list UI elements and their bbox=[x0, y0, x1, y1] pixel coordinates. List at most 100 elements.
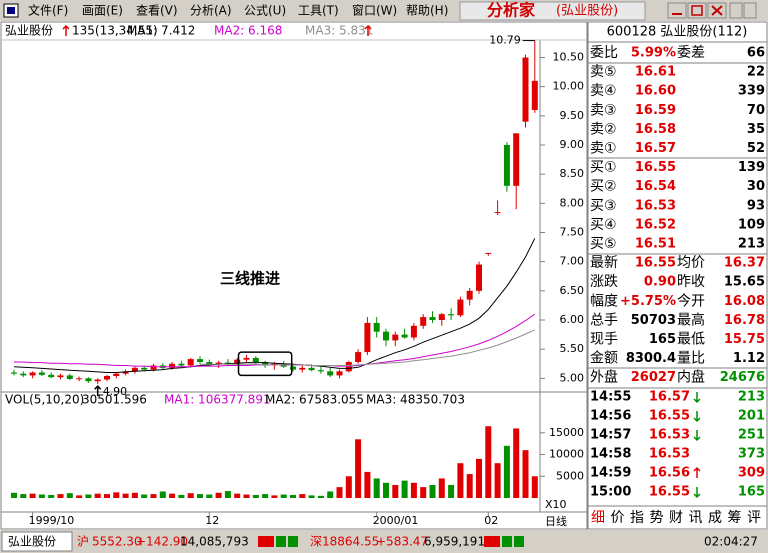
quote-label: 涨跌 bbox=[590, 274, 618, 290]
quote-label: 金额 bbox=[590, 351, 618, 367]
quote-value: 109 bbox=[738, 217, 765, 232]
window-buttons[interactable] bbox=[667, 2, 757, 19]
volume-bar bbox=[57, 494, 64, 498]
candle-body bbox=[262, 362, 269, 366]
menu-item[interactable]: 分析(A) bbox=[190, 4, 232, 18]
quote-label: 卖④ bbox=[590, 83, 617, 99]
quote-label: 内盘 bbox=[677, 369, 705, 386]
status-stock-box[interactable] bbox=[1, 531, 73, 552]
volume-bar bbox=[187, 493, 194, 498]
candle-body bbox=[243, 357, 250, 360]
quote-value: 52 bbox=[747, 141, 765, 156]
candle-body bbox=[187, 359, 194, 366]
candle-body bbox=[141, 367, 148, 370]
candle-body bbox=[48, 374, 55, 378]
y-tick-label: 6.00 bbox=[560, 313, 585, 326]
volume-bar bbox=[234, 493, 241, 498]
panel-tab[interactable]: 细 bbox=[591, 510, 605, 526]
candle-body bbox=[513, 133, 520, 186]
menu-item[interactable]: 文件(F) bbox=[28, 3, 68, 18]
quote-value: 16.60 bbox=[635, 84, 676, 99]
volume-bar bbox=[317, 495, 324, 498]
quote-value: 16.54 bbox=[635, 179, 676, 194]
volume-bar bbox=[262, 494, 269, 498]
candle-body bbox=[66, 375, 73, 379]
volume-bar bbox=[401, 480, 408, 498]
quote-value: 213 bbox=[738, 237, 765, 252]
volume-bar bbox=[271, 495, 278, 498]
workspace bbox=[0, 21, 768, 530]
menu-item[interactable]: 查看(V) bbox=[136, 4, 178, 18]
candle-body bbox=[531, 80, 538, 110]
volume-unit: X10 bbox=[545, 498, 567, 511]
y-tick-label: 6.50 bbox=[560, 284, 585, 297]
volume-ma-label: MA1: 106377.891 bbox=[164, 393, 271, 407]
panel-tab[interactable]: 成 bbox=[708, 510, 722, 526]
candle-body bbox=[494, 212, 501, 214]
volume-bar bbox=[476, 458, 482, 498]
panel-tab[interactable]: 财 bbox=[669, 510, 683, 526]
candle-body bbox=[317, 370, 324, 372]
menu-item[interactable]: 窗口(W) bbox=[352, 4, 397, 18]
volume-bar bbox=[252, 494, 259, 498]
volume-bar bbox=[104, 494, 110, 498]
y-tick-label: 10.50 bbox=[553, 51, 585, 64]
chart-frame bbox=[0, 21, 588, 530]
minimize-button[interactable] bbox=[667, 2, 687, 19]
menu-item[interactable]: 公式(U) bbox=[244, 4, 286, 18]
volume-title: VOL(5,10,20) bbox=[5, 393, 84, 407]
market-change: +142.90 bbox=[136, 535, 188, 549]
quote-value: 24676 bbox=[720, 370, 765, 385]
quote-label: 卖③ bbox=[590, 102, 617, 118]
market-change: +583.47 bbox=[376, 535, 428, 549]
candle-body bbox=[169, 363, 176, 368]
candle-body bbox=[178, 363, 185, 366]
panel-tab[interactable]: 评 bbox=[747, 510, 761, 526]
quote-value: 1.12 bbox=[733, 351, 765, 366]
volume-bar bbox=[429, 484, 436, 498]
panel-tab[interactable]: 价 bbox=[611, 510, 625, 526]
quote-label: 均价 bbox=[677, 255, 705, 271]
volume-bar bbox=[280, 494, 287, 498]
volume-bar bbox=[308, 495, 315, 498]
panel-tab[interactable]: 势 bbox=[650, 510, 664, 526]
highlight-box bbox=[237, 351, 293, 377]
arrow-icon bbox=[62, 24, 70, 36]
volume-ma-label: MA3: 48350.703 bbox=[366, 393, 465, 407]
y-tick-label: 7.00 bbox=[560, 255, 585, 268]
menu-item[interactable]: 帮助(H) bbox=[406, 4, 448, 18]
period-label: 日线 bbox=[545, 514, 567, 528]
candle-body bbox=[448, 314, 455, 316]
panel-tab[interactable]: 指 bbox=[630, 510, 644, 526]
restore-button-2[interactable] bbox=[743, 2, 757, 19]
quote-separators bbox=[588, 41, 767, 507]
candle-body bbox=[197, 359, 203, 362]
menu-item[interactable]: 画面(E) bbox=[82, 4, 123, 18]
volume-bar bbox=[94, 493, 101, 498]
trade-time: 14:57 bbox=[590, 428, 631, 443]
candle-body bbox=[29, 372, 36, 376]
volume-bar bbox=[20, 494, 27, 498]
arrow-icon bbox=[364, 24, 372, 36]
quote-value: 0.90 bbox=[644, 275, 676, 290]
x-tick-label: 02 bbox=[484, 514, 498, 527]
panel-tab[interactable]: 讯 bbox=[689, 510, 703, 526]
trade-price: 16.55 bbox=[649, 409, 690, 424]
restore-button[interactable] bbox=[729, 2, 743, 19]
quote-value: +5.75% bbox=[620, 294, 676, 309]
volume-bar bbox=[410, 482, 417, 498]
bar-icon bbox=[514, 536, 524, 547]
bar-icon bbox=[288, 536, 298, 547]
quote-label: 幅度 bbox=[590, 293, 618, 309]
quote-label: 买④ bbox=[590, 217, 617, 233]
candle-body bbox=[429, 317, 436, 320]
trade-price: 16.53 bbox=[649, 428, 690, 443]
panel-tab[interactable]: 筹 bbox=[728, 509, 742, 526]
volume-bar bbox=[345, 476, 352, 498]
trade-time: 14:56 bbox=[590, 409, 631, 424]
arrow-icon bbox=[693, 392, 701, 404]
volume-bar bbox=[373, 478, 380, 498]
arrow-icon bbox=[693, 411, 701, 423]
x-tick-label: 12 bbox=[205, 514, 219, 527]
menu-item[interactable]: 工具(T) bbox=[298, 4, 339, 18]
